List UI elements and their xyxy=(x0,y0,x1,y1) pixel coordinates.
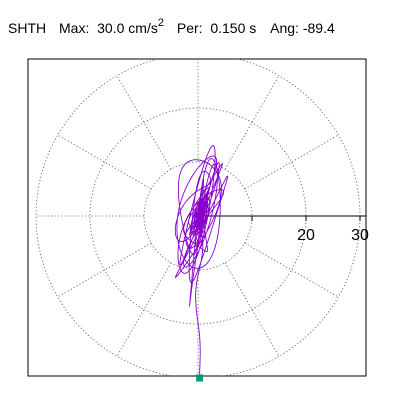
trace-path xyxy=(174,144,229,376)
grid-spoke xyxy=(116,75,172,170)
period-value: 0.150 s xyxy=(210,20,257,36)
grid-spoke xyxy=(116,262,172,357)
max-label: Max: xyxy=(59,20,90,36)
station-code: SHTH xyxy=(8,20,47,36)
grid-spoke xyxy=(57,242,152,298)
grid-spoke xyxy=(244,242,339,298)
period-label: Per: xyxy=(176,20,203,36)
radial-tick-labels: 20 30 xyxy=(297,227,369,244)
grid-spoke xyxy=(224,262,280,357)
axes xyxy=(198,215,366,221)
angle-label: Ang: xyxy=(270,20,299,36)
radial-tick-label: 20 xyxy=(297,227,315,244)
endpoint-square xyxy=(196,374,204,382)
endpoint-marker xyxy=(196,374,204,382)
radial-tick-label: 30 xyxy=(351,227,369,244)
chart-header: SHTH Max: 30.0 cm/s2 Per: 0.150 s Ang: -… xyxy=(8,17,335,37)
angle-value: -89.4 xyxy=(302,20,335,36)
max-value: 30.0 cm/s xyxy=(97,20,158,36)
grid-spoke xyxy=(244,134,339,190)
motion-trace xyxy=(174,144,229,376)
max-unit-exponent: 2 xyxy=(157,17,164,29)
grid-spoke xyxy=(57,134,152,190)
grid-spoke xyxy=(224,75,280,170)
